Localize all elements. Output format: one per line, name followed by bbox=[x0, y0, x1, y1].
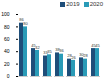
svg-text:80: 80 bbox=[4, 24, 10, 30]
svg-text:30: 30 bbox=[79, 52, 84, 58]
svg-text:35: 35 bbox=[47, 49, 52, 54]
svg-text:45: 45 bbox=[91, 42, 96, 48]
svg-text:33: 33 bbox=[43, 50, 48, 56]
svg-text:60: 60 bbox=[4, 36, 10, 42]
svg-text:40: 40 bbox=[4, 48, 10, 54]
svg-text:26: 26 bbox=[71, 55, 76, 60]
svg-text:100: 100 bbox=[1, 11, 10, 17]
svg-text:86: 86 bbox=[19, 17, 24, 23]
svg-text:80: 80 bbox=[23, 21, 28, 26]
svg-text:28: 28 bbox=[67, 53, 72, 59]
svg-text:45: 45 bbox=[31, 42, 36, 48]
svg-text:42: 42 bbox=[35, 45, 40, 50]
html-text:2020: 2020 bbox=[89, 1, 103, 7]
svg-text:45: 45 bbox=[95, 43, 100, 48]
svg-text:20: 20 bbox=[4, 61, 10, 67]
svg-text:28: 28 bbox=[83, 53, 88, 58]
svg-text:36: 36 bbox=[59, 48, 64, 53]
html-text:2019: 2019 bbox=[66, 1, 80, 7]
svg-text:0: 0 bbox=[7, 73, 10, 79]
svg-text:38: 38 bbox=[55, 47, 60, 53]
